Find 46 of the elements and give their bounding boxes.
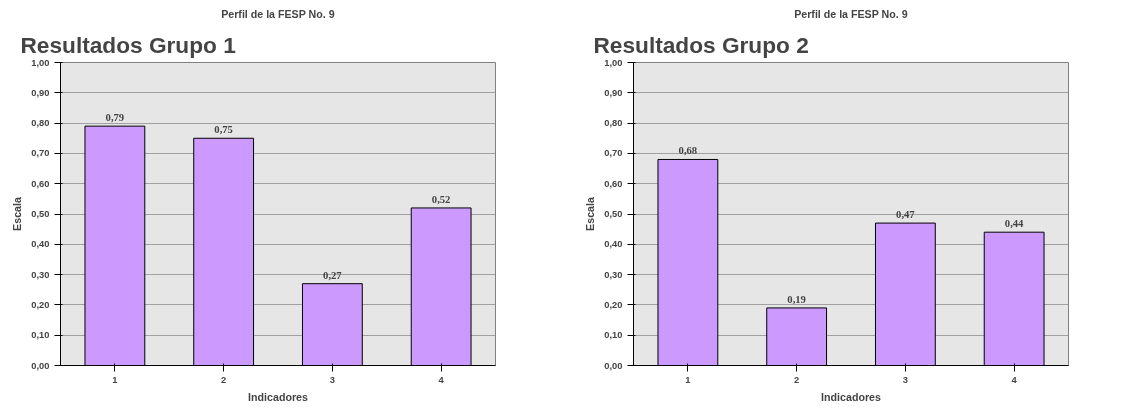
y-axis-title: Escala [584, 197, 597, 231]
y-tick-label: 0,50 [31, 209, 50, 219]
data-label: 0,52 [431, 193, 451, 205]
y-tick-label: 0,60 [604, 178, 623, 189]
data-label: 0,75 [214, 124, 233, 136]
chart-title: Resultados Grupo 1 [20, 31, 236, 58]
y-tick-label: 0,20 [604, 299, 623, 310]
data-label: 0,68 [678, 145, 698, 157]
x-tick-label: 2 [794, 374, 800, 385]
y-tick-label: 0,30 [604, 269, 623, 280]
y-tick-label: 0,40 [604, 239, 623, 250]
y-tick-label: 0,30 [31, 269, 50, 280]
y-tick-label: 0,10 [31, 330, 50, 341]
y-tick-label: 0,40 [31, 239, 50, 250]
y-tick-label: 0,80 [604, 118, 623, 129]
x-tick-label: 3 [329, 374, 335, 385]
data-label: 0,47 [896, 209, 916, 221]
data-label: 0,27 [323, 269, 343, 281]
y-tick-label: 0,20 [31, 299, 50, 310]
data-label: 0,19 [787, 293, 806, 305]
x-axis-title: Indicadores [248, 390, 308, 403]
x-tick-label: 2 [221, 374, 227, 385]
y-axis-title: Escala [11, 197, 24, 231]
y-tick-label: 0,90 [31, 87, 50, 98]
y-tick-label: 0,10 [604, 330, 623, 341]
x-axis-title: Indicadores [821, 390, 881, 403]
x-tick-label: 1 [685, 374, 691, 385]
y-tick-label: 0,00 [604, 360, 623, 371]
y-tick-label: 0,70 [31, 148, 50, 159]
data-label: 0,79 [105, 112, 125, 124]
chart-subtitle: Perfil de la FESP No. 9 [794, 7, 908, 20]
y-tick-label: 0,90 [604, 87, 623, 98]
x-tick-label: 3 [902, 374, 908, 385]
data-label: 0,44 [1004, 218, 1025, 230]
x-tick-label: 1 [112, 374, 118, 385]
x-tick-label: 4 [1011, 374, 1018, 385]
y-tick-label: 0,50 [604, 209, 623, 219]
chart-subtitle: Perfil de la FESP No. 9 [221, 7, 335, 20]
y-tick-label: 1,00 [604, 57, 623, 68]
chart-title: Resultados Grupo 2 [593, 31, 809, 58]
x-tick-label: 4 [438, 374, 445, 385]
y-tick-label: 0,80 [31, 118, 50, 129]
y-tick-label: 0,00 [31, 360, 50, 371]
y-tick-label: 0,60 [31, 178, 50, 189]
y-tick-label: 1,00 [31, 57, 50, 68]
y-tick-label: 0,70 [604, 148, 623, 159]
